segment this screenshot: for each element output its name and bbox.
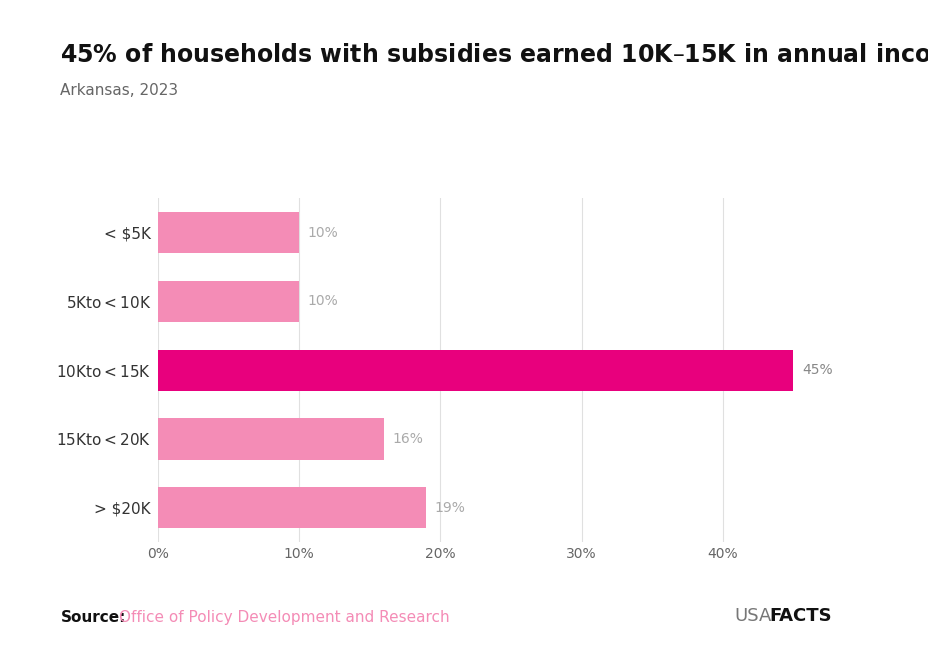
Text: 45% of households with subsidies earned $10K–$15K in annual income.: 45% of households with subsidies earned … (60, 43, 928, 67)
Text: Arkansas, 2023: Arkansas, 2023 (60, 83, 178, 98)
Bar (158, 350, 793, 391)
Bar (158, 281, 299, 322)
Text: 16%: 16% (392, 432, 423, 446)
Text: FACTS: FACTS (768, 607, 831, 625)
Text: USA: USA (733, 607, 770, 625)
Text: Office of Policy Development and Research: Office of Policy Development and Researc… (119, 609, 449, 625)
Text: 19%: 19% (434, 500, 465, 515)
Bar (158, 418, 383, 459)
Text: 45%: 45% (801, 363, 831, 377)
Bar (158, 487, 426, 528)
Text: 10%: 10% (307, 225, 338, 240)
Bar (158, 212, 299, 253)
Text: 10%: 10% (307, 294, 338, 309)
Text: Source:: Source: (60, 609, 125, 625)
